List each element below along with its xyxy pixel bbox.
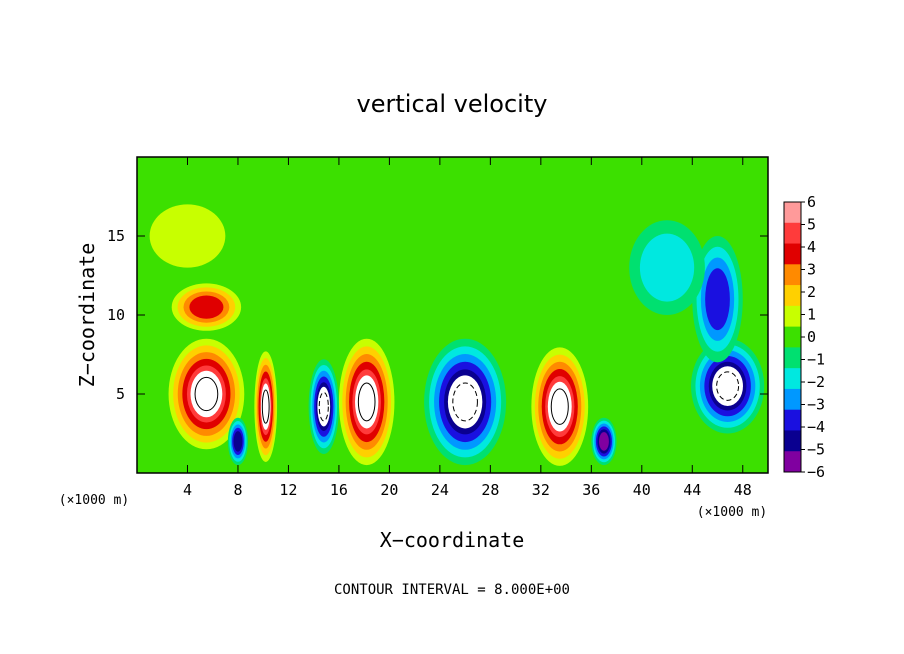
- colorbar-swatch-−3: [784, 388, 801, 411]
- x-axis-unit: (×1000 m): [697, 505, 767, 520]
- x-axis-ticks: 4 8 12 16 20 24 28 32 36 40 44 48: [183, 157, 752, 499]
- contour-lines: [194, 371, 740, 425]
- colorbar-swatch-0: [784, 326, 801, 348]
- colorbar-label: 5: [807, 216, 816, 234]
- x-axis-label: X−coordinate: [380, 528, 525, 552]
- field-cell-10-level-4: [705, 268, 730, 331]
- x-tick-label: 20: [380, 481, 398, 499]
- chart-title: vertical velocity: [357, 90, 548, 118]
- contour-cell-6: [452, 382, 478, 422]
- field-cell-1-level-4: [189, 295, 224, 319]
- colorbar-label: −6: [807, 463, 825, 481]
- colorbar-label: −1: [807, 351, 825, 369]
- field-cell-2-level-5: [233, 431, 243, 452]
- colorbar-swatch-−5: [784, 430, 801, 452]
- y-tick-label: 5: [116, 385, 125, 403]
- colorbar-swatch-4: [784, 243, 801, 265]
- contour-cell-9: [716, 371, 740, 401]
- colorbar-swatch-−2: [784, 368, 801, 390]
- y-axis-ticks: 5 10 15: [107, 227, 768, 403]
- contour-cell-7: [550, 388, 569, 425]
- colorbar-swatch-3: [784, 264, 801, 286]
- velocity-field: [149, 204, 765, 466]
- colorbar-swatch-1: [784, 305, 801, 328]
- colorbar-swatch-6: [784, 202, 801, 224]
- colorbar-label: 0: [807, 328, 816, 346]
- x-tick-label: 36: [582, 481, 600, 499]
- colorbar-label: −5: [807, 441, 825, 459]
- colorbar-label: −4: [807, 418, 825, 436]
- colorbar-label: 3: [807, 261, 816, 279]
- contour-cell-5: [357, 382, 376, 422]
- colorbar-label: −3: [807, 396, 825, 414]
- contour-cell-3: [261, 389, 270, 424]
- contour-cell-0: [194, 376, 219, 412]
- x-tick-label: 44: [683, 481, 701, 499]
- colorbar-label: 4: [807, 238, 816, 256]
- x-tick-label: 40: [633, 481, 651, 499]
- x-tick-label: 16: [330, 481, 348, 499]
- x-tick-label: 28: [481, 481, 499, 499]
- colorbar-swatch-−4: [784, 409, 801, 431]
- y-axis-unit: (×1000 m): [59, 493, 129, 508]
- colorbar-swatch-−1: [784, 347, 801, 369]
- x-tick-label: 32: [532, 481, 550, 499]
- x-tick-label: 8: [233, 481, 242, 499]
- colorbar-swatch-5: [784, 222, 801, 245]
- contour-interval-note: CONTOUR INTERVAL = 8.000E+00: [334, 582, 570, 598]
- colorbar-swatch-2: [784, 285, 801, 307]
- x-tick-label: 24: [431, 481, 449, 499]
- x-tick-label: 48: [734, 481, 752, 499]
- colorbar-swatch-−6: [784, 451, 801, 473]
- colorbar: 6 5 4 3 2 1 0 −1 −2 −3 −4 −5 −6: [783, 193, 825, 481]
- y-axis-label: Z−coordinate: [75, 243, 99, 388]
- field-cell-12-level-1: [149, 204, 226, 268]
- field-cell-8-level-6: [598, 432, 609, 451]
- contour-cell-4: [318, 391, 329, 422]
- colorbar-label: 2: [807, 283, 816, 301]
- colorbar-label: 6: [807, 193, 816, 211]
- field-cell-11-level-2: [639, 233, 695, 302]
- x-tick-label: 12: [279, 481, 297, 499]
- x-tick-label: 4: [183, 481, 192, 499]
- colorbar-label: −2: [807, 373, 825, 391]
- y-tick-label: 10: [107, 306, 125, 324]
- colorbar-label: 1: [807, 306, 816, 324]
- y-tick-label: 15: [107, 227, 125, 245]
